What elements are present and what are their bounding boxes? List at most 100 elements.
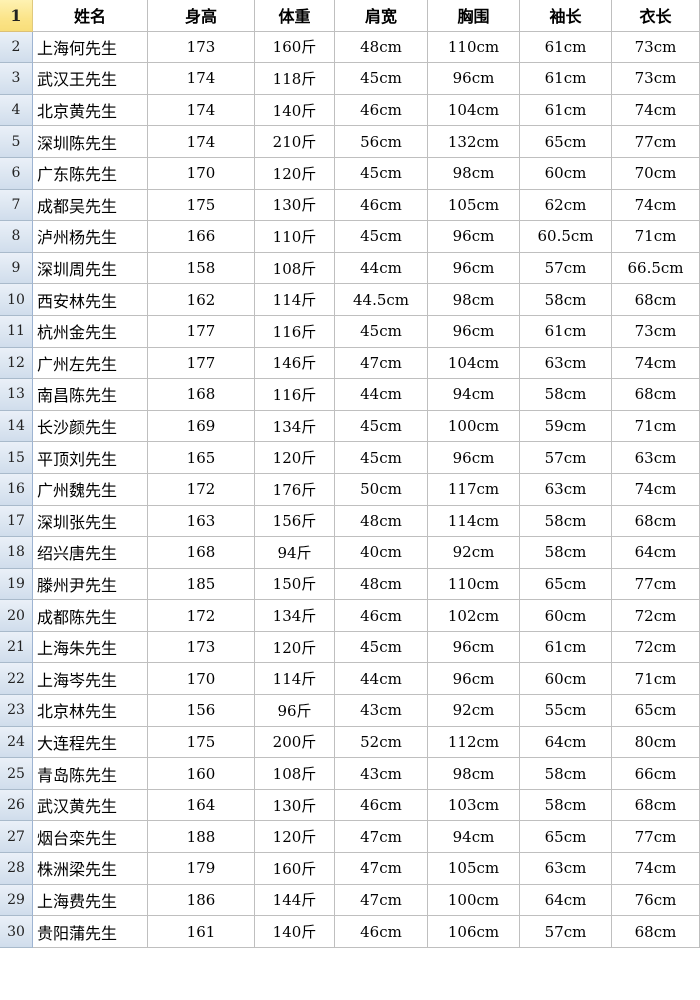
name-cell[interactable]: 深圳陈先生	[33, 126, 148, 158]
name-cell[interactable]: 滕州尹先生	[33, 568, 148, 601]
length-cell[interactable]: 68cm	[612, 284, 700, 316]
row-number-cell[interactable]: 27	[0, 821, 33, 854]
name-cell[interactable]: 上海何先生	[33, 31, 148, 64]
length-cell[interactable]: 74cm	[612, 94, 700, 127]
weight-cell[interactable]: 114斤	[255, 284, 335, 316]
chest-cell[interactable]: 98cm	[428, 157, 520, 190]
column-header-sleeve[interactable]: 袖长	[520, 0, 612, 32]
weight-cell[interactable]: 134斤	[255, 600, 335, 632]
name-cell[interactable]: 武汉黄先生	[33, 789, 148, 822]
row-number-cell[interactable]: 9	[0, 252, 33, 285]
height-cell[interactable]: 164	[148, 789, 255, 822]
height-cell[interactable]: 169	[148, 410, 255, 443]
weight-cell[interactable]: 134斤	[255, 410, 335, 443]
height-cell[interactable]: 174	[148, 63, 255, 95]
chest-cell[interactable]: 105cm	[428, 853, 520, 885]
height-cell[interactable]: 177	[148, 315, 255, 348]
weight-cell[interactable]: 108斤	[255, 252, 335, 285]
sleeve-cell[interactable]: 60cm	[520, 600, 612, 632]
chest-cell[interactable]: 96cm	[428, 631, 520, 664]
chest-cell[interactable]: 104cm	[428, 94, 520, 127]
shoulder-cell[interactable]: 40cm	[335, 537, 428, 569]
name-cell[interactable]: 成都陈先生	[33, 600, 148, 632]
name-cell[interactable]: 深圳周先生	[33, 252, 148, 285]
name-cell[interactable]: 青岛陈先生	[33, 758, 148, 790]
row-header-1[interactable]: 1	[0, 0, 33, 32]
height-cell[interactable]: 161	[148, 916, 255, 948]
row-number-cell[interactable]: 3	[0, 63, 33, 95]
chest-cell[interactable]: 92cm	[428, 695, 520, 727]
name-cell[interactable]: 广州左先生	[33, 347, 148, 380]
chest-cell[interactable]: 102cm	[428, 600, 520, 632]
chest-cell[interactable]: 117cm	[428, 473, 520, 506]
row-number-cell[interactable]: 5	[0, 126, 33, 158]
height-cell[interactable]: 173	[148, 631, 255, 664]
name-cell[interactable]: 上海费先生	[33, 884, 148, 917]
row-number-cell[interactable]: 13	[0, 379, 33, 411]
row-number-cell[interactable]: 15	[0, 442, 33, 474]
shoulder-cell[interactable]: 46cm	[335, 916, 428, 948]
name-cell[interactable]: 广州魏先生	[33, 473, 148, 506]
sleeve-cell[interactable]: 58cm	[520, 379, 612, 411]
chest-cell[interactable]: 96cm	[428, 315, 520, 348]
length-cell[interactable]: 74cm	[612, 853, 700, 885]
name-cell[interactable]: 上海朱先生	[33, 631, 148, 664]
sleeve-cell[interactable]: 65cm	[520, 821, 612, 854]
shoulder-cell[interactable]: 50cm	[335, 473, 428, 506]
length-cell[interactable]: 76cm	[612, 884, 700, 917]
row-number-cell[interactable]: 19	[0, 568, 33, 601]
shoulder-cell[interactable]: 45cm	[335, 157, 428, 190]
name-cell[interactable]: 贵阳蒲先生	[33, 916, 148, 948]
length-cell[interactable]: 66cm	[612, 758, 700, 790]
weight-cell[interactable]: 120斤	[255, 157, 335, 190]
chest-cell[interactable]: 96cm	[428, 663, 520, 696]
name-cell[interactable]: 绍兴唐先生	[33, 537, 148, 569]
length-cell[interactable]: 68cm	[612, 505, 700, 538]
sleeve-cell[interactable]: 55cm	[520, 695, 612, 727]
weight-cell[interactable]: 140斤	[255, 94, 335, 127]
name-cell[interactable]: 南昌陈先生	[33, 379, 148, 411]
height-cell[interactable]: 186	[148, 884, 255, 917]
row-number-cell[interactable]: 7	[0, 189, 33, 222]
sleeve-cell[interactable]: 61cm	[520, 31, 612, 64]
row-number-cell[interactable]: 2	[0, 31, 33, 64]
row-number-cell[interactable]: 22	[0, 663, 33, 696]
length-cell[interactable]: 74cm	[612, 347, 700, 380]
length-cell[interactable]: 68cm	[612, 379, 700, 411]
shoulder-cell[interactable]: 47cm	[335, 347, 428, 380]
weight-cell[interactable]: 120斤	[255, 631, 335, 664]
length-cell[interactable]: 80cm	[612, 726, 700, 759]
sleeve-cell[interactable]: 63cm	[520, 347, 612, 380]
shoulder-cell[interactable]: 44cm	[335, 252, 428, 285]
weight-cell[interactable]: 146斤	[255, 347, 335, 380]
shoulder-cell[interactable]: 46cm	[335, 189, 428, 222]
chest-cell[interactable]: 110cm	[428, 31, 520, 64]
height-cell[interactable]: 166	[148, 221, 255, 253]
sleeve-cell[interactable]: 60cm	[520, 157, 612, 190]
chest-cell[interactable]: 106cm	[428, 916, 520, 948]
chest-cell[interactable]: 96cm	[428, 221, 520, 253]
column-header-height[interactable]: 身高	[148, 0, 255, 32]
row-number-cell[interactable]: 18	[0, 537, 33, 569]
name-cell[interactable]: 长沙颜先生	[33, 410, 148, 443]
height-cell[interactable]: 177	[148, 347, 255, 380]
sleeve-cell[interactable]: 61cm	[520, 315, 612, 348]
length-cell[interactable]: 73cm	[612, 31, 700, 64]
height-cell[interactable]: 188	[148, 821, 255, 854]
shoulder-cell[interactable]: 45cm	[335, 315, 428, 348]
weight-cell[interactable]: 116斤	[255, 315, 335, 348]
weight-cell[interactable]: 120斤	[255, 442, 335, 474]
row-number-cell[interactable]: 29	[0, 884, 33, 917]
shoulder-cell[interactable]: 46cm	[335, 600, 428, 632]
sleeve-cell[interactable]: 63cm	[520, 473, 612, 506]
weight-cell[interactable]: 96斤	[255, 695, 335, 727]
sleeve-cell[interactable]: 58cm	[520, 505, 612, 538]
length-cell[interactable]: 66.5cm	[612, 252, 700, 285]
name-cell[interactable]: 上海岑先生	[33, 663, 148, 696]
height-cell[interactable]: 156	[148, 695, 255, 727]
length-cell[interactable]: 74cm	[612, 473, 700, 506]
chest-cell[interactable]: 94cm	[428, 379, 520, 411]
sleeve-cell[interactable]: 63cm	[520, 853, 612, 885]
chest-cell[interactable]: 103cm	[428, 789, 520, 822]
height-cell[interactable]: 174	[148, 94, 255, 127]
